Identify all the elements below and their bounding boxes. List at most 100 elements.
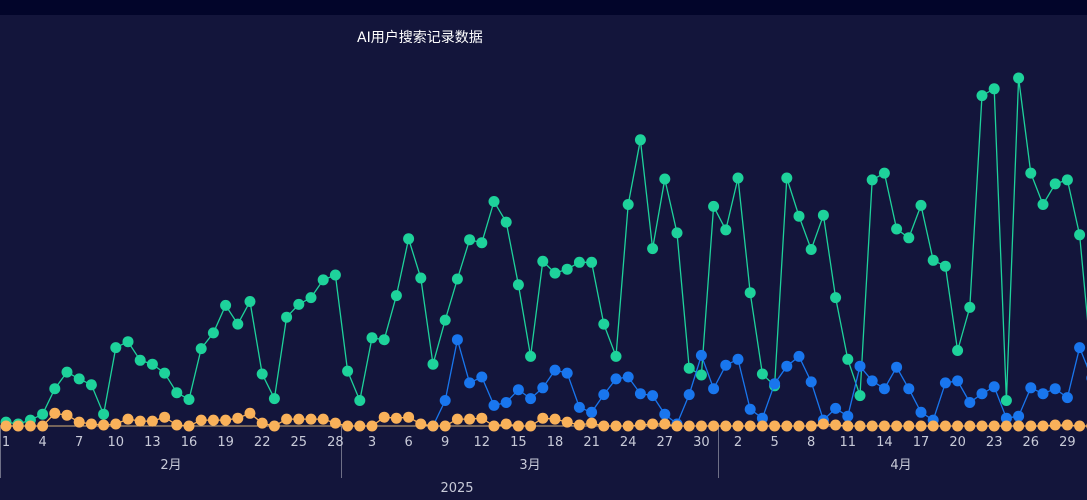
x-tick-label: 1	[2, 435, 10, 450]
data-point-series-0	[415, 272, 427, 284]
data-point-series-0	[549, 267, 561, 279]
data-point-series-0	[85, 379, 97, 391]
x-tick-label: 6	[404, 435, 412, 450]
data-point-series-2	[781, 420, 793, 432]
x-tick-label: 14	[876, 435, 893, 450]
data-point-series-2	[903, 420, 915, 432]
data-point-series-1	[976, 388, 988, 400]
data-point-series-2	[98, 419, 110, 431]
data-point-series-2	[549, 413, 561, 425]
data-point-series-0	[207, 327, 219, 339]
data-point-series-1	[805, 376, 817, 388]
data-point-series-2	[293, 413, 305, 425]
data-point-series-0	[317, 274, 329, 286]
data-point-series-2	[354, 420, 366, 432]
data-point-series-1	[695, 349, 707, 361]
data-point-series-1	[793, 350, 805, 362]
data-point-series-1	[720, 359, 732, 371]
data-point-series-2	[317, 413, 329, 425]
data-point-series-0	[354, 395, 366, 406]
data-point-series-1	[537, 382, 549, 394]
data-point-series-2	[952, 420, 964, 432]
data-point-series-2	[586, 417, 598, 429]
data-point-series-0	[659, 173, 671, 185]
data-point-series-0	[708, 200, 720, 212]
data-point-series-2	[24, 420, 36, 432]
data-point-series-0	[220, 299, 232, 311]
data-point-series-0	[232, 318, 244, 330]
data-point-series-1	[1013, 410, 1025, 422]
data-point-series-1	[915, 406, 927, 418]
data-point-series-1	[830, 402, 842, 414]
x-tick-label: 19	[217, 435, 234, 450]
data-point-series-0	[671, 227, 683, 239]
data-point-series-2	[915, 420, 927, 432]
data-point-series-2	[622, 420, 634, 432]
data-point-series-2	[793, 420, 805, 432]
x-tick-label: 30	[693, 435, 710, 450]
data-point-series-0	[830, 292, 842, 304]
data-point-series-0	[1074, 229, 1086, 241]
data-point-series-2	[1025, 420, 1037, 432]
data-point-series-2	[1037, 420, 1049, 432]
data-point-series-2	[500, 418, 512, 430]
data-point-series-2	[1074, 420, 1086, 432]
data-point-series-0	[720, 224, 732, 236]
data-point-series-2	[732, 420, 744, 432]
data-point-series-2	[464, 413, 476, 425]
data-point-series-0	[134, 354, 146, 366]
data-point-series-0	[366, 332, 378, 344]
data-point-series-0	[573, 256, 585, 268]
data-point-series-1	[488, 399, 500, 411]
data-point-series-0	[525, 350, 537, 362]
data-point-series-2	[183, 420, 195, 432]
x-tick-label: 16	[181, 435, 198, 450]
data-point-series-0	[598, 318, 610, 330]
x-tick-label: 23	[986, 435, 1003, 450]
data-point-series-1	[756, 412, 768, 424]
data-point-series-2	[537, 412, 549, 424]
data-point-series-1	[1000, 412, 1012, 424]
data-point-series-0	[73, 373, 85, 385]
data-point-series-0	[732, 172, 744, 184]
data-point-series-0	[305, 292, 317, 304]
data-point-series-2	[964, 420, 976, 432]
data-point-series-0	[1061, 174, 1073, 186]
data-point-series-2	[281, 413, 293, 425]
x-tick-label: 2	[734, 435, 742, 450]
data-point-series-0	[451, 273, 463, 285]
x-tick-label: 21	[583, 435, 600, 450]
data-point-series-0	[37, 408, 49, 420]
data-point-series-1	[500, 397, 512, 408]
data-point-series-2	[671, 420, 683, 432]
data-point-series-2	[366, 420, 378, 432]
data-point-series-0	[939, 260, 951, 272]
x-tick-label: 24	[620, 435, 637, 450]
data-point-series-0	[1025, 167, 1037, 179]
data-point-series-1	[476, 371, 488, 383]
data-point-series-0	[183, 394, 195, 405]
data-point-series-2	[756, 420, 768, 432]
data-point-series-1	[610, 373, 622, 385]
x-tick-label: 15	[510, 435, 527, 450]
data-point-series-0	[439, 314, 451, 326]
data-point-series-2	[268, 420, 280, 432]
data-point-series-2	[817, 418, 829, 430]
x-tick-label: 7	[75, 435, 83, 450]
data-point-series-2	[866, 420, 878, 432]
data-point-series-0	[403, 233, 415, 245]
data-point-series-1	[464, 377, 476, 389]
data-point-series-2	[439, 420, 451, 432]
data-point-series-2	[708, 420, 720, 432]
x-tick-label: 4	[38, 435, 46, 450]
data-point-series-0	[268, 393, 280, 405]
data-point-series-2	[61, 409, 73, 421]
data-point-series-0	[281, 311, 293, 323]
x-year-label: 2025	[440, 481, 473, 496]
data-point-series-0	[427, 358, 439, 370]
data-point-series-2	[1061, 419, 1073, 431]
data-point-series-0	[610, 350, 622, 362]
data-point-series-0	[195, 343, 207, 355]
data-point-series-1	[549, 364, 561, 376]
